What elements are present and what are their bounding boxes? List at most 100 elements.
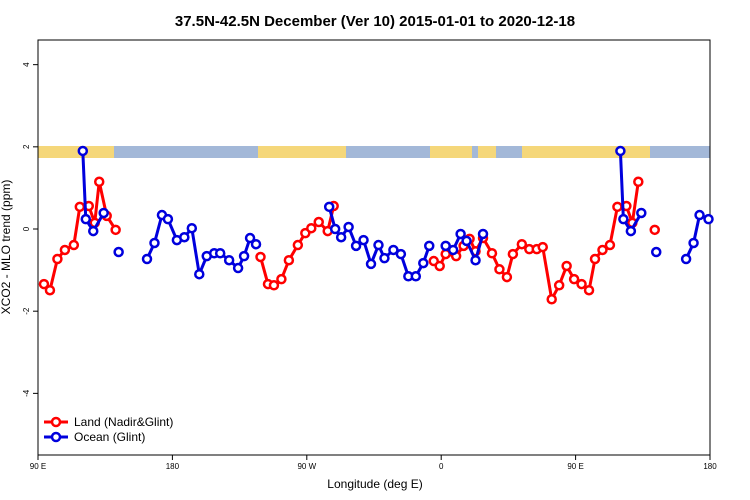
data-point: [110, 224, 121, 236]
data-point: [494, 264, 505, 275]
data-point: [214, 248, 226, 259]
x-tick-label: 90 E: [30, 462, 46, 471]
data-point: [44, 284, 56, 296]
data-point: [306, 222, 317, 234]
data-point: [68, 239, 80, 251]
data-point: [141, 253, 153, 265]
data-point: [74, 201, 86, 213]
data-point: [88, 225, 99, 237]
data-point: [194, 268, 205, 280]
legend-marker: [50, 416, 62, 428]
y-tick-label: 4: [22, 62, 31, 67]
data-point: [477, 228, 489, 240]
data-point: [553, 280, 565, 291]
plot-frame: [37, 39, 711, 456]
data-point: [486, 248, 498, 259]
data-point: [597, 244, 608, 256]
data-point: [365, 258, 377, 270]
data-point: [335, 231, 347, 243]
data-point: [276, 273, 287, 285]
data-point: [680, 253, 692, 265]
map-band: [38, 146, 710, 158]
data-point: [461, 235, 472, 247]
data-point: [223, 254, 235, 266]
data-point: [350, 240, 362, 252]
data-point: [694, 209, 705, 221]
data-point: [313, 216, 324, 228]
data-point: [576, 278, 587, 290]
data-point: [615, 145, 626, 157]
data-point: [329, 223, 341, 235]
chart-title: 37.5N-42.5N December (Ver 10) 2015-01-01…: [175, 13, 575, 30]
data-point: [455, 228, 466, 240]
series-line: [44, 182, 655, 300]
data-point: [52, 253, 63, 265]
y-tick-label: 0: [22, 226, 31, 231]
data-point: [250, 238, 262, 250]
data-point: [388, 244, 399, 256]
data-point: [162, 213, 174, 225]
legend-label: Land (Nadir&Glint): [74, 415, 173, 429]
x-tick-label: 90 E: [567, 462, 583, 471]
y-tick-label: -2: [22, 307, 31, 315]
x-tick-label: 180: [703, 462, 717, 471]
data-point: [77, 145, 89, 157]
data-point: [636, 207, 647, 219]
data-point: [424, 240, 435, 252]
data-point: [688, 237, 699, 249]
data-point: [561, 260, 572, 272]
data-point: [418, 257, 429, 269]
data-point: [232, 262, 244, 274]
data-point: [583, 284, 595, 296]
legend-marker: [50, 431, 62, 443]
data-point: [186, 222, 198, 234]
data-point: [244, 232, 256, 244]
data-point: [440, 240, 451, 252]
data-point: [373, 239, 384, 251]
data-point: [447, 244, 459, 256]
data-point: [501, 271, 513, 283]
data-point: [38, 278, 50, 290]
data-point: [649, 224, 660, 236]
data-point: [618, 213, 629, 225]
data-point: [238, 250, 250, 262]
data-point: [80, 213, 92, 225]
x-tick-label: 180: [166, 462, 180, 471]
data-point: [255, 251, 266, 263]
y-tick-label: -4: [22, 389, 31, 397]
data-point: [379, 252, 390, 264]
data-point: [323, 201, 335, 213]
data-point: [292, 239, 304, 251]
data-point: [604, 239, 616, 251]
data-point: [703, 213, 714, 225]
data-point: [268, 280, 280, 291]
data-point: [589, 253, 601, 265]
y-axis-label: XCO2 - MLO trend (ppm): [0, 180, 13, 315]
data-point: [343, 221, 354, 233]
data-point: [650, 246, 662, 258]
data-point: [149, 237, 160, 249]
data-point: [410, 271, 422, 282]
legend-label: Ocean (Glint): [74, 430, 145, 444]
data-point: [283, 254, 295, 266]
data-point: [537, 241, 548, 253]
data-point: [546, 294, 557, 305]
data-point: [59, 244, 71, 256]
x-axis-label: Longitude (deg E): [327, 477, 422, 491]
data-point: [358, 234, 369, 246]
y-tick-label: 2: [22, 144, 31, 149]
x-tick-label: 0: [439, 462, 444, 471]
data-point: [612, 201, 623, 213]
data-point: [179, 231, 190, 243]
data-point: [633, 176, 644, 188]
data-point: [507, 248, 519, 260]
data-point: [113, 246, 124, 258]
data-point: [625, 225, 637, 237]
data-point: [93, 176, 105, 188]
data-point: [395, 248, 407, 260]
data-point: [470, 254, 481, 266]
x-tick-label: 90 W: [297, 462, 316, 471]
data-point: [568, 273, 580, 285]
data-point: [434, 260, 445, 272]
